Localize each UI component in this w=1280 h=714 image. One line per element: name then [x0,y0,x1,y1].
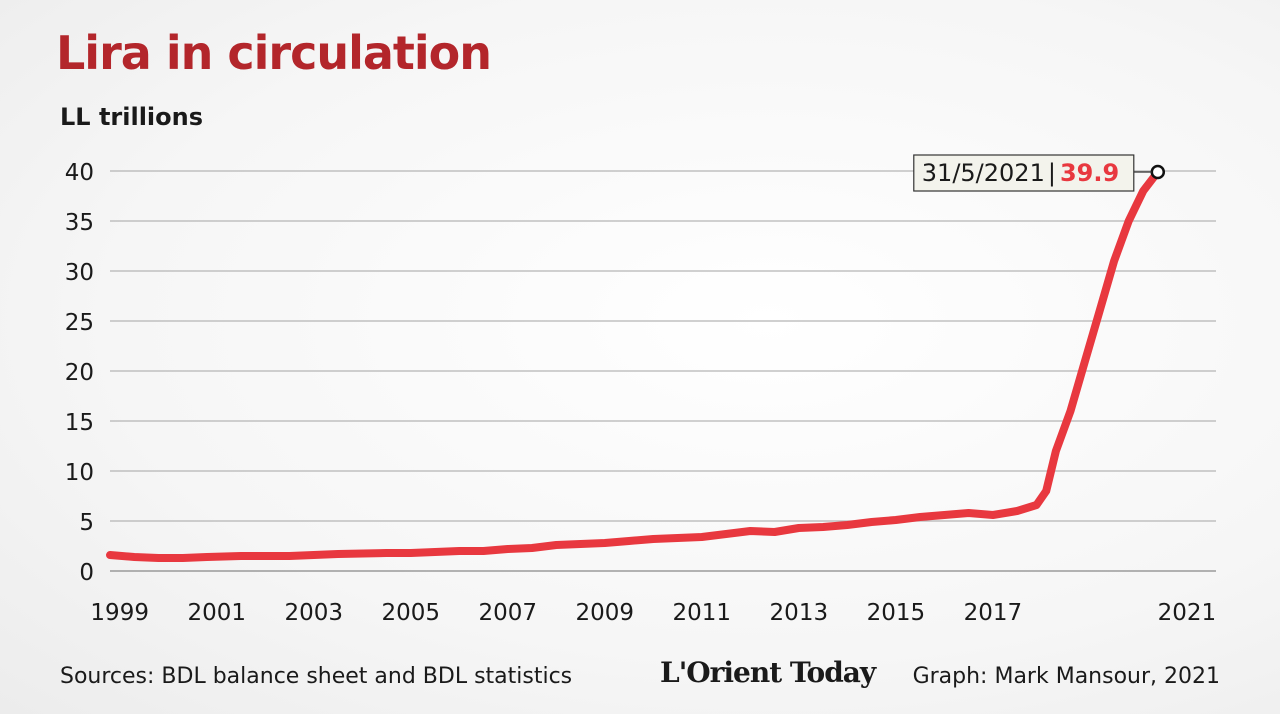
series-group [106,168,1162,562]
x-tick-label-2017: 2017 [964,600,1023,626]
x-tick-label-1999: 1999 [90,600,149,626]
x-tick-label-2007: 2007 [478,600,537,626]
y-axis-unit-label: LL trillions [60,103,204,131]
gridlines [110,170,1216,572]
x-tick-label-2001: 2001 [187,600,246,626]
y-tick-label-35: 35 [65,210,94,236]
chart-title: Lira in circulation [56,26,492,80]
last-point-marker [1150,164,1166,180]
y-tick-label-25: 25 [65,310,94,336]
x-tick-label-2013: 2013 [770,600,829,626]
y-tick-label-15: 15 [65,410,94,436]
y-tick-label-40: 40 [65,160,94,186]
y-axis-ticks: 0 5 10 15 20 25 30 35 40 [65,160,94,586]
y-tick-label-10: 10 [65,460,94,486]
annotation-separator: | [1048,159,1056,187]
source-note: Sources: BDL balance sheet and BDL stati… [60,664,573,689]
last-value-annotation: 31/5/2021 | 39.9 [913,154,1166,192]
y-tick-label-20: 20 [65,360,94,386]
annotation-value: 39.9 [1060,159,1119,187]
x-axis-ticks: 1999 2001 2003 2005 2007 2009 2011 2013 2015 2017… [90,600,1216,626]
x-tick-label-2009: 2009 [576,600,635,626]
publisher-logo: L'Orient Today [660,656,876,689]
x-tick-label-2003: 2003 [284,600,343,626]
series-line [106,168,1162,562]
y-tick-label-0: 0 [79,560,94,586]
y-tick-label-30: 30 [65,260,94,286]
annotation-box [913,154,1135,192]
x-tick-label-2011: 2011 [673,600,732,626]
x-tick-label-2021: 2021 [1158,600,1217,626]
graph-credit: Graph: Mark Mansour, 2021 [912,664,1220,689]
annotation-text: 31/5/2021 | 39.9 [922,159,1119,187]
x-tick-label-2015: 2015 [867,600,926,626]
y-tick-label-5: 5 [79,510,94,536]
x-tick-label-2005: 2005 [381,600,440,626]
annotation-date: 31/5/2021 [922,159,1045,187]
